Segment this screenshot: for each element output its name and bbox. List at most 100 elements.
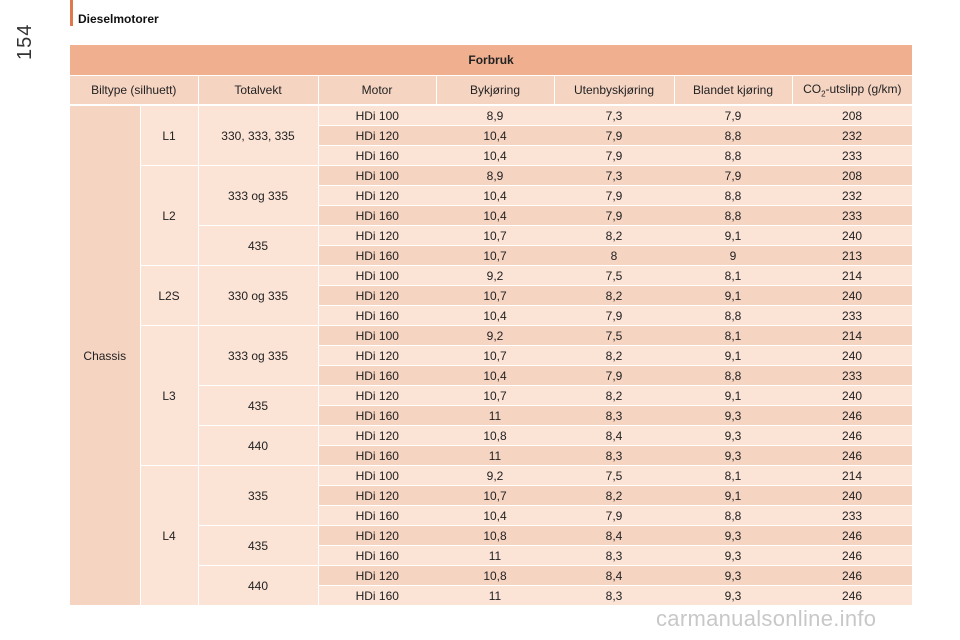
co2-cell: 240 [792, 485, 913, 506]
co2-cell: 214 [792, 325, 913, 346]
blandet-cell: 8,1 [674, 265, 792, 286]
table-body: Chassis L1 330, 333, 335 HDi 100 8,9 7,3 7,9 20… [70, 105, 913, 606]
blandet-cell: 9,1 [674, 225, 792, 246]
col-header-utenbyskjoring: Utenbyskjøring [554, 75, 675, 106]
utenbyskjoring-cell: 7,5 [554, 325, 674, 346]
co2-cell: 214 [792, 465, 913, 486]
consumption-table-wrapper: Forbruk Biltype (silhuett) Totalvekt Mot… [70, 45, 913, 606]
table-row: 435 HDi 120 10,8 8,4 9,3 246 [70, 525, 913, 566]
totalvekt-cell: 330 og 335 [198, 265, 319, 326]
motor-cell: HDi 120 [318, 525, 436, 546]
motor-cell: HDi 160 [318, 545, 436, 566]
length-cell: L4 [140, 465, 199, 606]
blandet-cell: 9,1 [674, 345, 792, 366]
length-cell: L2 [140, 165, 199, 266]
bykjoring-cell: 9,2 [436, 325, 554, 346]
table-row: 440 HDi 120 10,8 8,4 9,3 246 [70, 565, 913, 606]
table-row: HDi 120 10,4 7,9 8,8 232 [70, 125, 913, 146]
blandet-cell: 8,1 [674, 325, 792, 346]
utenbyskjoring-cell: 7,9 [554, 145, 674, 166]
blandet-cell: 8,8 [674, 505, 792, 526]
utenbyskjoring-cell: 8,2 [554, 225, 674, 246]
col-header-co2: CO2-utslipp (g/km) [792, 75, 913, 106]
utenbyskjoring-cell: 8,4 [554, 525, 674, 546]
table-row: L2 333 og 335 HDi 100 8,9 7,3 7,9 208 [70, 165, 913, 266]
bykjoring-cell: 9,2 [436, 265, 554, 286]
motor-cell: HDi 120 [318, 225, 436, 246]
bykjoring-cell: 10,7 [436, 285, 554, 306]
utenbyskjoring-cell: 8,3 [554, 585, 674, 606]
motor-cell: HDi 160 [318, 365, 436, 386]
co2-cell: 232 [792, 185, 913, 206]
utenbyskjoring-cell: 7,3 [554, 105, 674, 126]
table-row: HDi 160 11 8,3 9,3 246 [70, 445, 913, 466]
blandet-cell: 9,3 [674, 565, 792, 586]
bykjoring-cell: 10,7 [436, 385, 554, 406]
col-header-biltype: Biltype (silhuett) [70, 75, 199, 106]
motor-cell: HDi 100 [318, 105, 436, 126]
co2-cell: 240 [792, 285, 913, 306]
blandet-cell: 8,8 [674, 365, 792, 386]
blandet-cell: 7,9 [674, 105, 792, 126]
totalvekt-cell: 333 og 335 [198, 165, 319, 226]
watermark: carmanualsonline.info [656, 606, 877, 631]
co2-cell: 246 [792, 525, 913, 546]
blandet-cell: 8,8 [674, 305, 792, 326]
utenbyskjoring-cell: 7,9 [554, 185, 674, 206]
blandet-cell: 9,1 [674, 485, 792, 506]
bykjoring-cell: 10,4 [436, 185, 554, 206]
table-row: HDi 120 10,4 7,9 8,8 232 [70, 185, 913, 206]
motor-cell: HDi 160 [318, 445, 436, 466]
utenbyskjoring-cell: 8,2 [554, 485, 674, 506]
bykjoring-cell: 11 [436, 545, 554, 566]
co2-cell: 214 [792, 265, 913, 286]
motor-cell: HDi 120 [318, 565, 436, 586]
motor-cell: HDi 160 [318, 245, 436, 266]
co2-cell: 240 [792, 225, 913, 246]
table-row: HDi 160 10,4 7,9 8,8 233 [70, 305, 913, 326]
motor-cell: HDi 120 [318, 285, 436, 306]
bykjoring-cell: 10,4 [436, 125, 554, 146]
motor-cell: HDi 120 [318, 425, 436, 446]
table-row: HDi 160 10,4 7,9 8,8 233 [70, 365, 913, 386]
blandet-cell: 9,3 [674, 405, 792, 426]
bykjoring-cell: 10,8 [436, 425, 554, 446]
bykjoring-cell: 10,7 [436, 345, 554, 366]
page-number: 154 [14, 23, 36, 60]
blandet-cell: 8,1 [674, 465, 792, 486]
co2-cell: 246 [792, 565, 913, 586]
bykjoring-cell: 10,8 [436, 525, 554, 546]
co2-cell: 233 [792, 205, 913, 226]
table-row: Chassis L1 330, 333, 335 HDi 100 8,9 7,3 7,9 20… [70, 105, 913, 606]
table-title: Forbruk [70, 45, 913, 76]
totalvekt-cell: 435 [198, 225, 319, 266]
blandet-cell: 8,8 [674, 125, 792, 146]
bykjoring-cell: 10,4 [436, 305, 554, 326]
utenbyskjoring-cell: 7,9 [554, 205, 674, 226]
bykjoring-cell: 10,4 [436, 365, 554, 386]
blandet-cell: 8,8 [674, 205, 792, 226]
blandet-cell: 8,8 [674, 185, 792, 206]
co2-cell: 208 [792, 165, 913, 186]
table-row: 435 HDi 120 10,7 8,2 9,1 240 [70, 385, 913, 426]
co2-cell: 233 [792, 505, 913, 526]
co2-cell: 232 [792, 125, 913, 146]
col-header-bykjoring: Bykjøring [436, 75, 555, 106]
motor-cell: HDi 100 [318, 165, 436, 186]
length-cell: L1 [140, 105, 199, 166]
motor-cell: HDi 120 [318, 345, 436, 366]
utenbyskjoring-cell: 7,5 [554, 265, 674, 286]
blandet-cell: 9,1 [674, 385, 792, 406]
totalvekt-cell: 335 [198, 465, 319, 526]
length-cell: L2S [140, 265, 199, 326]
table-row: 435 HDi 120 10,7 8,2 9,1 240 [70, 225, 913, 266]
utenbyskjoring-cell: 7,9 [554, 365, 674, 386]
blandet-cell: 9,3 [674, 545, 792, 566]
co2-cell: 246 [792, 585, 913, 606]
motor-cell: HDi 120 [318, 485, 436, 506]
motor-cell: HDi 120 [318, 185, 436, 206]
motor-cell: HDi 100 [318, 465, 436, 486]
blandet-cell: 9,3 [674, 525, 792, 546]
col-header-totalvekt: Totalvekt [198, 75, 319, 106]
length-cell: L3 [140, 325, 199, 466]
